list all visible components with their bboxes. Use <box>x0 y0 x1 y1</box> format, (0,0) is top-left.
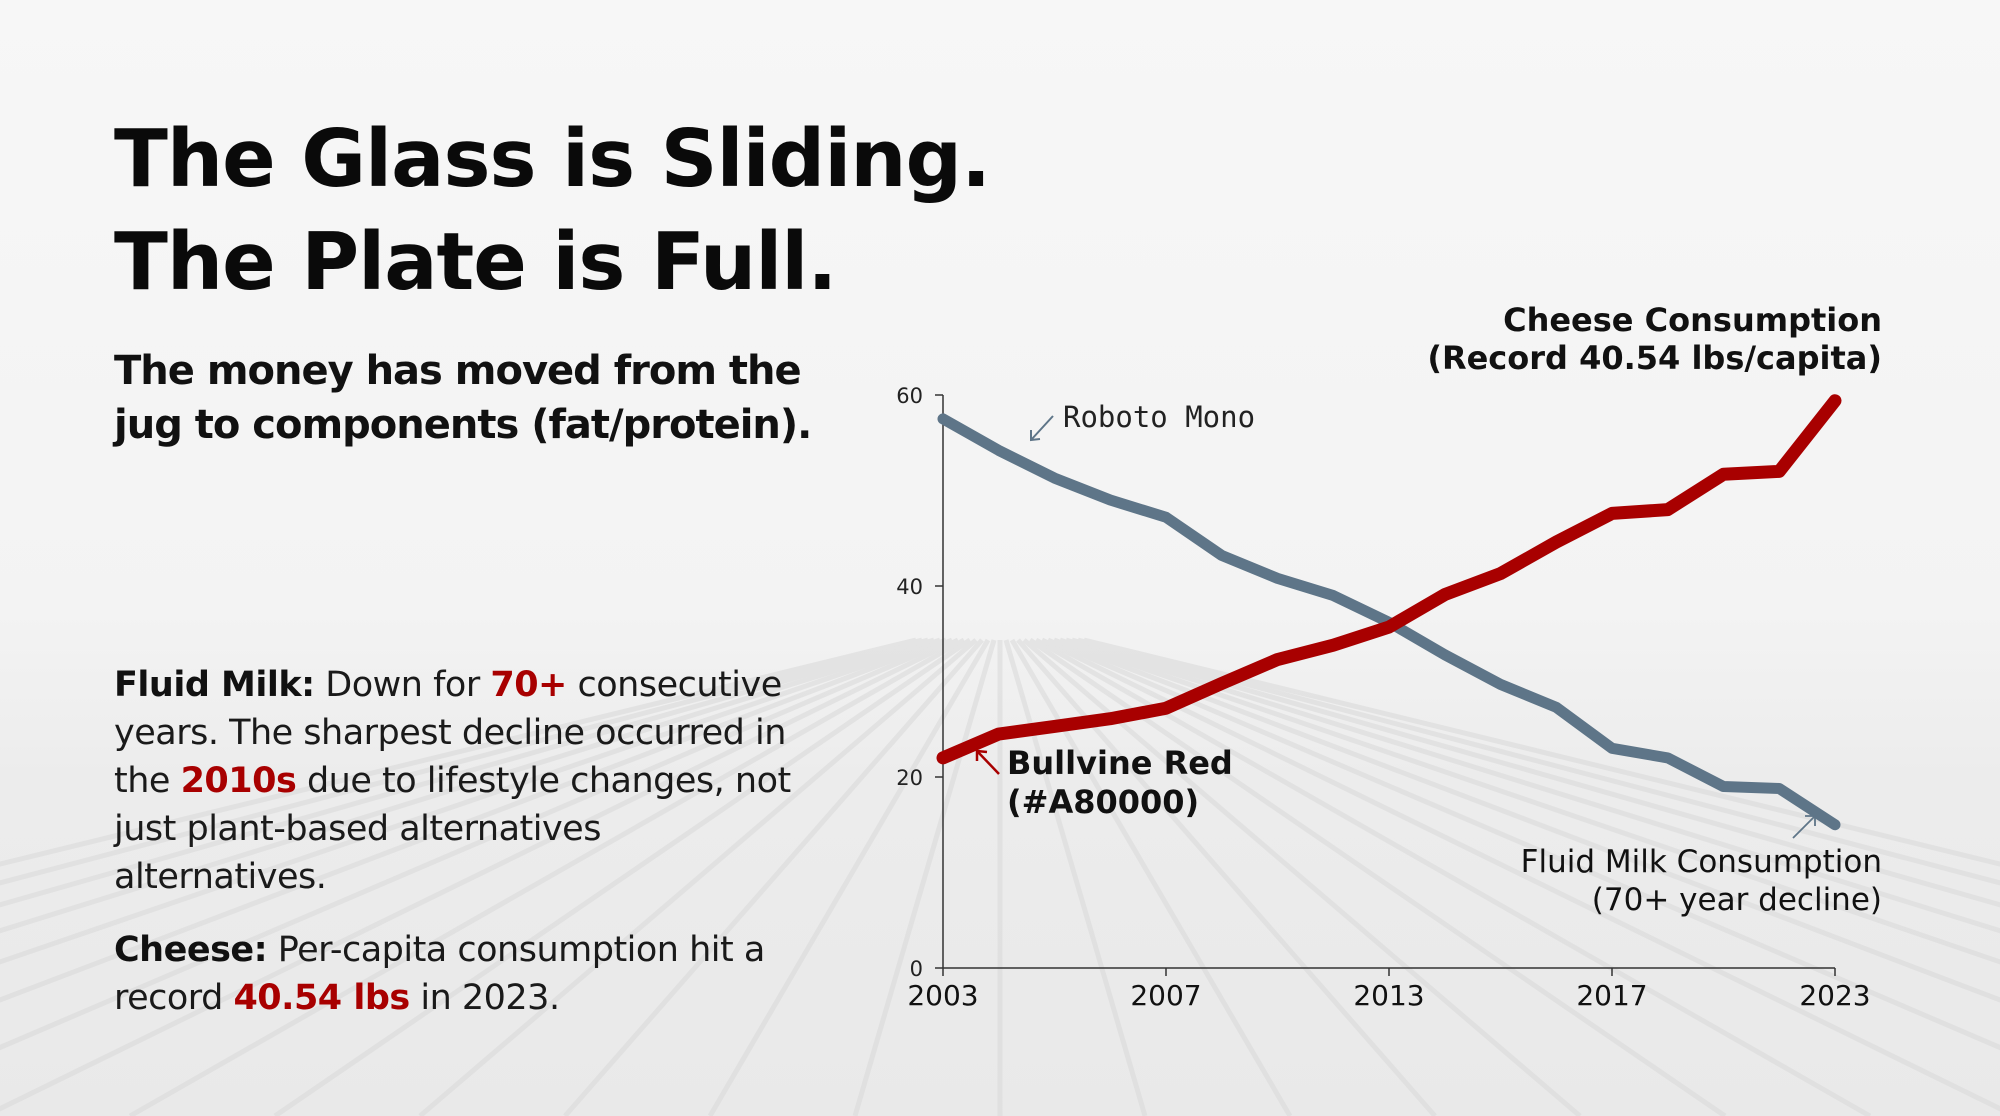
font-note-arrow <box>1030 415 1054 441</box>
cheese-series-line <box>936 394 1842 765</box>
color-note-arrowhead <box>975 749 988 761</box>
subtitle-line-2: jug to components (fat/protein). <box>114 402 812 448</box>
subtitle: The money has moved from the jug to comp… <box>114 344 854 452</box>
subtitle-line-1: The money has moved from the <box>114 348 802 394</box>
x-tick-label: 2013 <box>1353 979 1424 1012</box>
y-tick-group: 0 20 40 60 <box>896 384 943 981</box>
furrow-line <box>1077 637 2000 886</box>
furrow-line <box>563 638 984 1116</box>
page-title: The Glass is Sliding. The Plate is Full. <box>114 108 991 314</box>
furrow-line <box>0 637 941 965</box>
fluid-milk-highlight-decade: 2010s <box>180 761 297 801</box>
fluid-milk-highlight-years: 70+ <box>490 665 567 705</box>
cheese-text-2: in 2023. <box>409 978 560 1018</box>
cheese-text-1: Per-capita consumption hit a record <box>114 930 765 1018</box>
furrow-line <box>1059 637 2000 965</box>
furrow-line <box>0 637 947 1003</box>
fluid-milk-label: Fluid Milk: <box>114 665 315 705</box>
furrow-line <box>1028 637 1727 1116</box>
color-note-arrow <box>976 750 1000 775</box>
fluid-milk-text-2: consecutive years. The sharpest decline … <box>114 665 786 801</box>
font-note-arrowhead <box>1030 430 1041 442</box>
furrow-line <box>1034 637 1872 1116</box>
milk-endpoint-arrow <box>1792 815 1816 839</box>
furrow-line <box>1040 637 2000 1112</box>
font-note-label: Roboto Mono <box>1063 400 1255 434</box>
color-note-label-line-1: Bullvine Red <box>1007 744 1233 782</box>
furrow-line <box>273 637 972 1116</box>
cheese-fact: Cheese: Per-capita consumption hit a rec… <box>114 926 794 1022</box>
furrow-line <box>1003 639 1148 1116</box>
color-note-label-line-2: (#A80000) <box>1007 783 1199 821</box>
y-tick-label: 60 <box>896 384 923 408</box>
cheese-highlight-record: 40.54 lbs <box>233 978 410 1018</box>
furrow-line <box>0 637 953 1051</box>
x-tick-label: 2003 <box>907 979 978 1012</box>
milk-endpoint-arrowhead <box>1805 815 1816 826</box>
milk-series-label-line-2: (70+ year decline) <box>1592 882 1882 918</box>
x-tick-group: 2003 2007 2013 2017 2023 <box>907 968 1871 1012</box>
x-tick-label: 2023 <box>1799 979 1870 1012</box>
milk-series-label-line-1: Fluid Milk Consumption <box>1521 844 1882 880</box>
cheese-series-label-line-2: (Record 40.54 lbs/capita) <box>1427 339 1882 377</box>
fluid-milk-text-1: Down for <box>314 665 491 705</box>
furrow-line <box>1071 637 2000 908</box>
y-tick-label: 20 <box>896 766 923 790</box>
furrow-line <box>0 637 960 1112</box>
furrow-line <box>418 638 978 1116</box>
y-tick-label: 40 <box>896 575 923 599</box>
furrow-line <box>1083 637 2000 867</box>
furrow-line <box>852 639 997 1116</box>
furrow-line <box>128 637 966 1116</box>
series-group <box>936 394 1842 831</box>
furrow-line <box>0 637 923 886</box>
furrow-line <box>1053 637 2000 1003</box>
cheese-label: Cheese: <box>114 930 268 970</box>
x-tick-label: 2017 <box>1576 979 1647 1012</box>
x-tick-label: 2007 <box>1130 979 1201 1012</box>
fluid-milk-fact: Fluid Milk: Down for 70+ consecutive yea… <box>114 661 794 901</box>
furrow-line <box>1047 637 2000 1051</box>
fluid-milk-text-3: due to lifestyle changes, not just plant… <box>114 761 791 897</box>
title-line-1: The Glass is Sliding. <box>114 113 991 205</box>
y-tick-label: 0 <box>910 957 923 981</box>
cheese-series-label-line-1: Cheese Consumption <box>1503 301 1882 339</box>
furrow-line <box>707 638 991 1116</box>
furrow-line <box>0 637 935 934</box>
furrow-line <box>0 637 917 867</box>
furrow-line <box>0 637 929 908</box>
title-line-2: The Plate is Full. <box>114 216 837 308</box>
furrow-line <box>1065 637 2000 934</box>
